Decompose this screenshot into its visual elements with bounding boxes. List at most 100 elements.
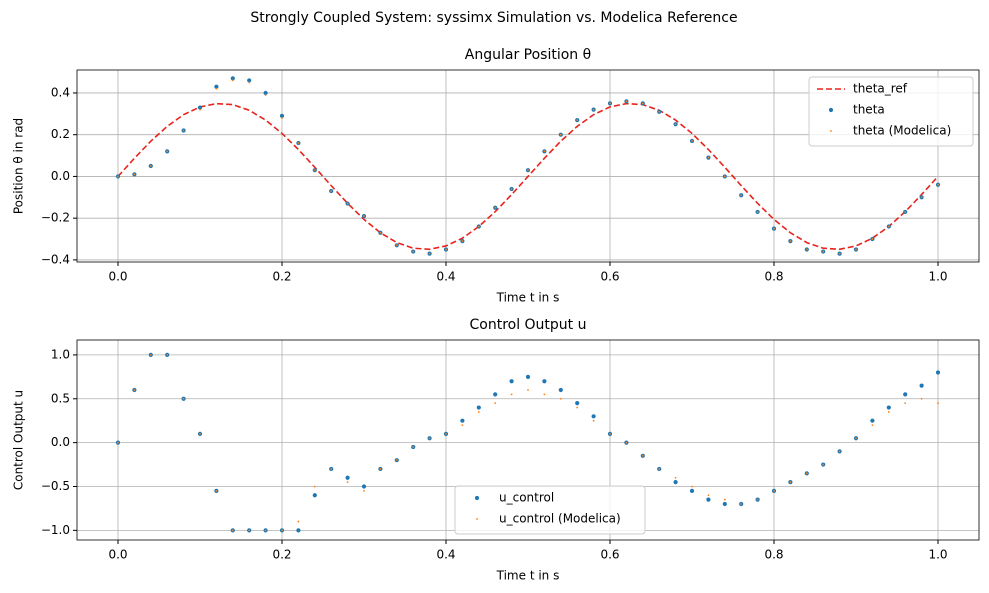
legend-label: u_control (Modelica) xyxy=(499,512,621,526)
data-point xyxy=(543,150,546,153)
subplot: Angular Position θ 0.0 0.2 0.4 0.6 0.8 1.0 −0.4… xyxy=(12,47,980,305)
data-point xyxy=(641,102,644,105)
data-point xyxy=(149,354,152,356)
data-point xyxy=(855,248,857,251)
x-tick-label: 0.6 xyxy=(600,270,619,284)
legend: u_control u_control (Modelica) xyxy=(454,485,646,535)
data-point xyxy=(658,110,661,113)
data-point xyxy=(740,194,743,197)
data-point xyxy=(182,397,185,400)
data-point xyxy=(313,169,316,172)
data-point xyxy=(199,432,201,435)
data-point xyxy=(361,484,367,489)
data-point xyxy=(773,227,775,230)
data-point xyxy=(445,432,447,435)
legend-box xyxy=(454,485,646,535)
data-point xyxy=(723,175,726,178)
data-point xyxy=(641,454,644,457)
data-point xyxy=(887,225,890,228)
legend-label: u_control xyxy=(499,491,554,505)
data-point xyxy=(346,481,349,484)
data-point xyxy=(330,190,333,192)
data-point xyxy=(412,446,415,448)
data-point xyxy=(279,113,285,119)
legend-label: theta xyxy=(853,103,885,117)
data-point xyxy=(870,418,875,423)
data-point xyxy=(412,250,415,253)
data-point xyxy=(231,79,234,82)
data-point xyxy=(117,175,119,178)
data-point xyxy=(673,480,678,485)
data-point xyxy=(576,119,579,121)
data-point xyxy=(133,173,136,176)
data-point xyxy=(525,374,531,379)
data-point xyxy=(789,481,792,484)
y-tick-label: 0.4 xyxy=(51,85,70,99)
data-point xyxy=(461,240,464,243)
data-point xyxy=(296,528,301,533)
subplot: Control Output u 0.0 0.2 0.4 0.6 0.8 1.0 −1.0 −0… xyxy=(12,317,980,583)
data-point xyxy=(822,250,825,253)
data-point xyxy=(477,225,480,228)
data-point xyxy=(920,196,923,199)
data-point xyxy=(330,468,333,470)
data-point xyxy=(445,248,447,251)
x-axis-label: Time t in s xyxy=(496,291,560,305)
data-point xyxy=(215,489,218,492)
data-point xyxy=(395,459,398,462)
data-point xyxy=(871,424,874,426)
y-tick-label: −0.4 xyxy=(41,252,70,266)
legend-swatch xyxy=(476,518,478,520)
x-tick-label: 0.0 xyxy=(108,270,127,284)
data-point xyxy=(199,108,201,111)
data-point xyxy=(363,215,365,217)
data-point xyxy=(215,87,218,90)
data-point xyxy=(297,520,300,523)
data-point xyxy=(592,419,595,422)
data-point xyxy=(822,463,825,466)
data-point xyxy=(312,493,317,498)
data-point xyxy=(756,211,759,213)
data-point xyxy=(625,100,628,103)
data-point xyxy=(609,432,611,435)
data-point xyxy=(477,411,480,413)
figure-title: Strongly Coupled System: syssimx Simulat… xyxy=(250,10,737,26)
data-point xyxy=(543,393,546,396)
data-point xyxy=(625,441,628,444)
data-point xyxy=(886,405,891,410)
data-point xyxy=(510,188,513,190)
data-point xyxy=(805,472,808,475)
y-axis-label: Position θ in rad xyxy=(12,118,26,214)
data-point xyxy=(264,529,267,532)
data-point xyxy=(691,140,693,142)
data-point xyxy=(117,441,119,444)
data-point xyxy=(591,414,596,419)
x-tick-label: 0.8 xyxy=(764,548,783,562)
y-axis-label: Control Output u xyxy=(12,390,26,490)
x-axis-label: Time t in s xyxy=(496,569,560,583)
data-point xyxy=(379,468,382,470)
data-point xyxy=(281,529,283,532)
data-point xyxy=(460,418,465,423)
legend-box xyxy=(808,76,974,147)
data-point xyxy=(838,450,841,453)
data-point xyxy=(576,406,579,409)
data-point xyxy=(707,494,710,497)
legend-label: theta_ref xyxy=(853,82,908,96)
data-point xyxy=(264,94,267,96)
data-point xyxy=(871,238,874,240)
x-tick-label: 0.8 xyxy=(764,270,783,284)
data-point xyxy=(559,397,562,400)
data-point xyxy=(297,142,300,144)
data-point xyxy=(248,81,251,84)
x-tick-label: 0.0 xyxy=(108,548,127,562)
data-point xyxy=(510,393,513,396)
legend-label: theta (Modelica) xyxy=(853,124,951,138)
data-point xyxy=(281,117,283,119)
data-point xyxy=(494,402,497,405)
data-point xyxy=(903,392,908,397)
x-tick-label: 0.2 xyxy=(272,548,291,562)
data-point xyxy=(855,437,857,440)
